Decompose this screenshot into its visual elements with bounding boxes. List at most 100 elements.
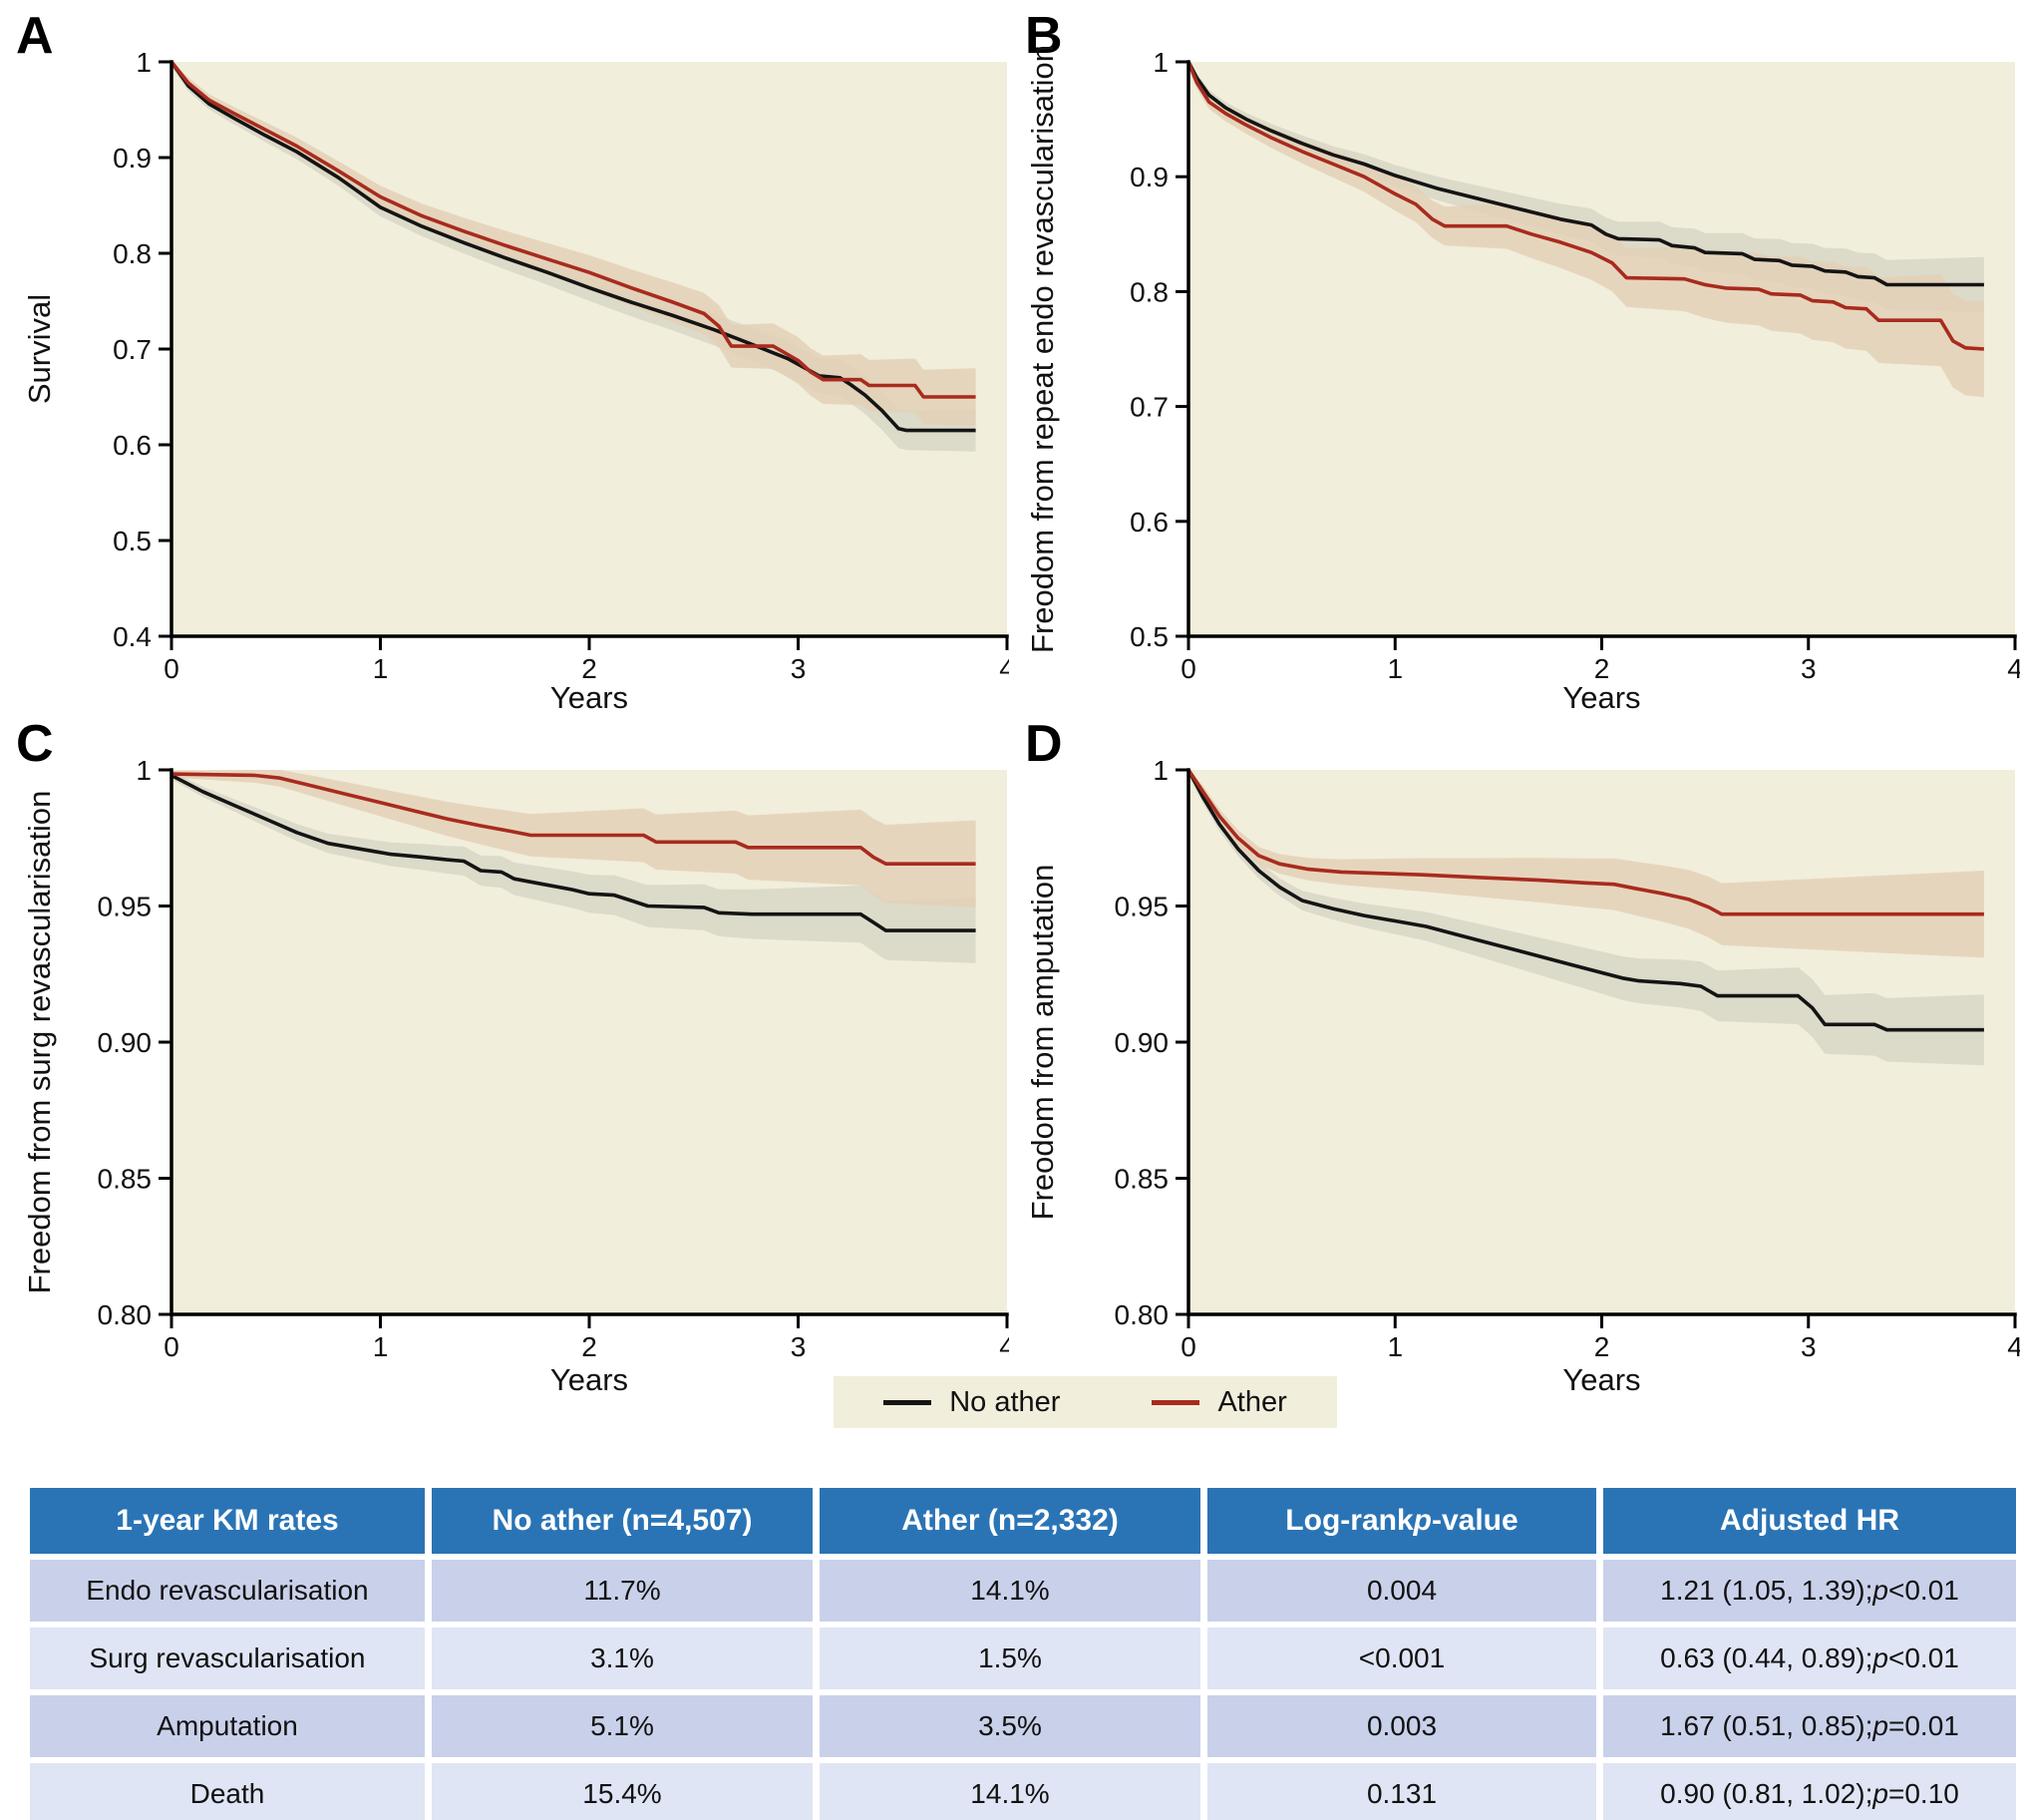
y-axis-title: Freedom from surg revascularisation: [22, 791, 57, 1294]
y-tick-label: 0.80: [1115, 1299, 1170, 1330]
table-header-adjusted-hr: Adjusted HR: [1603, 1488, 2016, 1554]
y-tick-label: 0.7: [113, 334, 152, 365]
table-row-surg-no-ather: 3.1%: [432, 1628, 813, 1689]
confidence-band-ather: [171, 62, 976, 426]
table-row-surg-ather: 1.5%: [820, 1628, 1200, 1689]
table-row-amputation-no-ather: 5.1%: [432, 1695, 813, 1757]
km-curve-ather: [1186, 61, 1985, 351]
logrank-pre: Log-rank: [1285, 1504, 1414, 1537]
km-curve-no-ather: [170, 773, 976, 932]
km-curve-no-ather: [1186, 61, 1984, 287]
x-axis-title: Years: [1562, 680, 1640, 710]
km-plot-a: 1 0.9 0.8 0.7 0.6 0.5 0.4 0 1 2 3 4 Years Survival: [22, 47, 1015, 715]
km-rates-table: 1-year KM rates No ather (n=4,507) Ather…: [30, 1488, 2016, 1820]
ather-line-swatch: [1152, 1399, 1200, 1405]
x-tick-label: 4: [2007, 1331, 2020, 1362]
hr-main: 1.21 (1.05, 1.39);: [1660, 1575, 1873, 1606]
table-header-ather: Ather (n=2,332): [820, 1488, 1200, 1554]
y-tick-label: 1: [136, 755, 152, 786]
hr-main: 0.90 (0.81, 1.02);: [1660, 1778, 1873, 1809]
y-tick-label: 0.8: [113, 238, 152, 269]
y-tick-label: 0.4: [113, 621, 152, 652]
logrank-post: -value: [1431, 1504, 1519, 1537]
x-tick-label: 1: [373, 1331, 389, 1362]
table-header-no-ather: No ather (n=4,507): [432, 1488, 813, 1554]
km-plot-c: 1 0.95 0.90 0.85 0.80 0 1 2 3 4 Years Freedom from …: [22, 755, 1015, 1397]
km-curve-ather: [169, 60, 976, 399]
km-curve-no-ather: [1186, 769, 1984, 1032]
logrank-p-italic: p: [1413, 1504, 1432, 1537]
y-tick-label: 0.90: [1115, 1027, 1170, 1058]
km-curve-no-ather: [169, 60, 976, 433]
y-tick-label: 0.9: [113, 143, 152, 174]
table-header-logrank-p: Log-rank p -value: [1207, 1488, 1596, 1554]
table-row-death-ather: 14.1%: [820, 1763, 1200, 1820]
hr-rest: =0.01: [1887, 1710, 1959, 1741]
km-panel-amputation: 1 0.95 0.90 0.85 0.80 0 1 2 3 4 Years Freodom from …: [1011, 708, 2023, 1425]
legend: No ather Ather: [834, 1376, 1337, 1428]
y-axis-title: Freodom from repeat endo revascularisati…: [1025, 45, 1060, 653]
confidence-band-ather: [1188, 770, 1984, 958]
x-axis-title: Years: [1562, 1362, 1640, 1397]
x-tick-label: 4: [999, 653, 1009, 684]
km-plot-d: 1 0.95 0.90 0.85 0.80 0 1 2 3 4 Years Freodom from …: [1025, 755, 2023, 1397]
x-axis-title: Years: [550, 680, 628, 710]
x-tick-label: 0: [1181, 1331, 1196, 1362]
hr-p-italic: p: [1872, 1575, 1888, 1606]
table-row-endo-ather: 14.1%: [820, 1560, 1200, 1622]
hr-main: 0.63 (0.44, 0.89);: [1660, 1642, 1873, 1673]
hr-rest: =0.10: [1887, 1778, 1959, 1809]
confidence-band-no-ather: [1188, 770, 1984, 1066]
y-tick-label: 0.6: [1130, 507, 1169, 538]
table-row-surg-hr: 0.63 (0.44, 0.89); p <0.01: [1603, 1628, 2016, 1689]
table-row-endo-label: Endo revascularisation: [30, 1560, 425, 1622]
y-tick-label: 1: [136, 47, 152, 78]
y-tick-label: 0.9: [1130, 162, 1169, 192]
table-row-surg-pvalue: <0.001: [1207, 1628, 1596, 1689]
km-panel-surg-revascularisation: 1 0.95 0.90 0.85 0.80 0 1 2 3 4 Years Freedom from …: [2, 708, 1015, 1425]
x-tick-label: 0: [164, 1331, 179, 1362]
confidence-band-no-ather: [1188, 62, 1984, 313]
x-tick-label: 3: [1801, 653, 1817, 684]
panel-a-letter: A: [16, 7, 54, 65]
table-row-endo-pvalue: 0.004: [1207, 1560, 1596, 1622]
x-tick-label: 3: [791, 1331, 807, 1362]
y-tick-label: 1: [1153, 47, 1169, 78]
no-ather-line-swatch: [883, 1399, 932, 1405]
table-row-endo-hr: 1.21 (1.05, 1.39); p <0.01: [1603, 1560, 2016, 1622]
table-row-surg-label: Surg revascularisation: [30, 1628, 425, 1689]
legend-label-ather: Ather: [1217, 1385, 1287, 1418]
x-tick-label: 2: [581, 1331, 597, 1362]
y-tick-label: 0.6: [113, 430, 152, 461]
table-row-death-label: Death: [30, 1763, 425, 1820]
y-tick-label: 0.90: [98, 1027, 153, 1058]
x-tick-label: 2: [1594, 653, 1610, 684]
x-tick-label: 1: [1387, 653, 1403, 684]
table-row-amputation-pvalue: 0.003: [1207, 1695, 1596, 1757]
y-tick-label: 0.85: [98, 1164, 153, 1195]
hr-rest: <0.01: [1887, 1642, 1959, 1673]
x-tick-label: 0: [1181, 653, 1196, 684]
x-tick-label: 0: [164, 653, 179, 684]
y-tick-label: 0.8: [1130, 276, 1169, 307]
x-tick-label: 3: [1801, 1331, 1817, 1362]
y-tick-label: 0.95: [1115, 892, 1170, 922]
hr-p-italic: p: [1872, 1778, 1888, 1809]
table-row-amputation-label: Amputation: [30, 1695, 425, 1757]
table-row-amputation-hr: 1.67 (0.51, 0.85); p =0.01: [1603, 1695, 2016, 1757]
x-tick-label: 4: [2007, 653, 2020, 684]
y-tick-label: 0.5: [1130, 621, 1169, 652]
panel-b-letter: B: [1025, 7, 1063, 65]
hr-p-italic: p: [1872, 1710, 1888, 1741]
km-curve-ather: [170, 772, 976, 866]
x-tick-label: 2: [1594, 1331, 1610, 1362]
km-panel-endo-revascularisation: 1 0.9 0.8 0.7 0.6 0.5 0 1 2 3 4 Years Freodom from r…: [1011, 0, 2023, 715]
legend-label-no-ather: No ather: [949, 1385, 1061, 1418]
y-tick-label: 0.5: [113, 526, 152, 556]
x-tick-label: 4: [999, 1331, 1009, 1362]
table-row-death-no-ather: 15.4%: [432, 1763, 813, 1820]
y-tick-label: 0.95: [98, 892, 153, 922]
hr-rest: <0.01: [1887, 1575, 1959, 1606]
y-axis-title: Survival: [22, 294, 57, 404]
